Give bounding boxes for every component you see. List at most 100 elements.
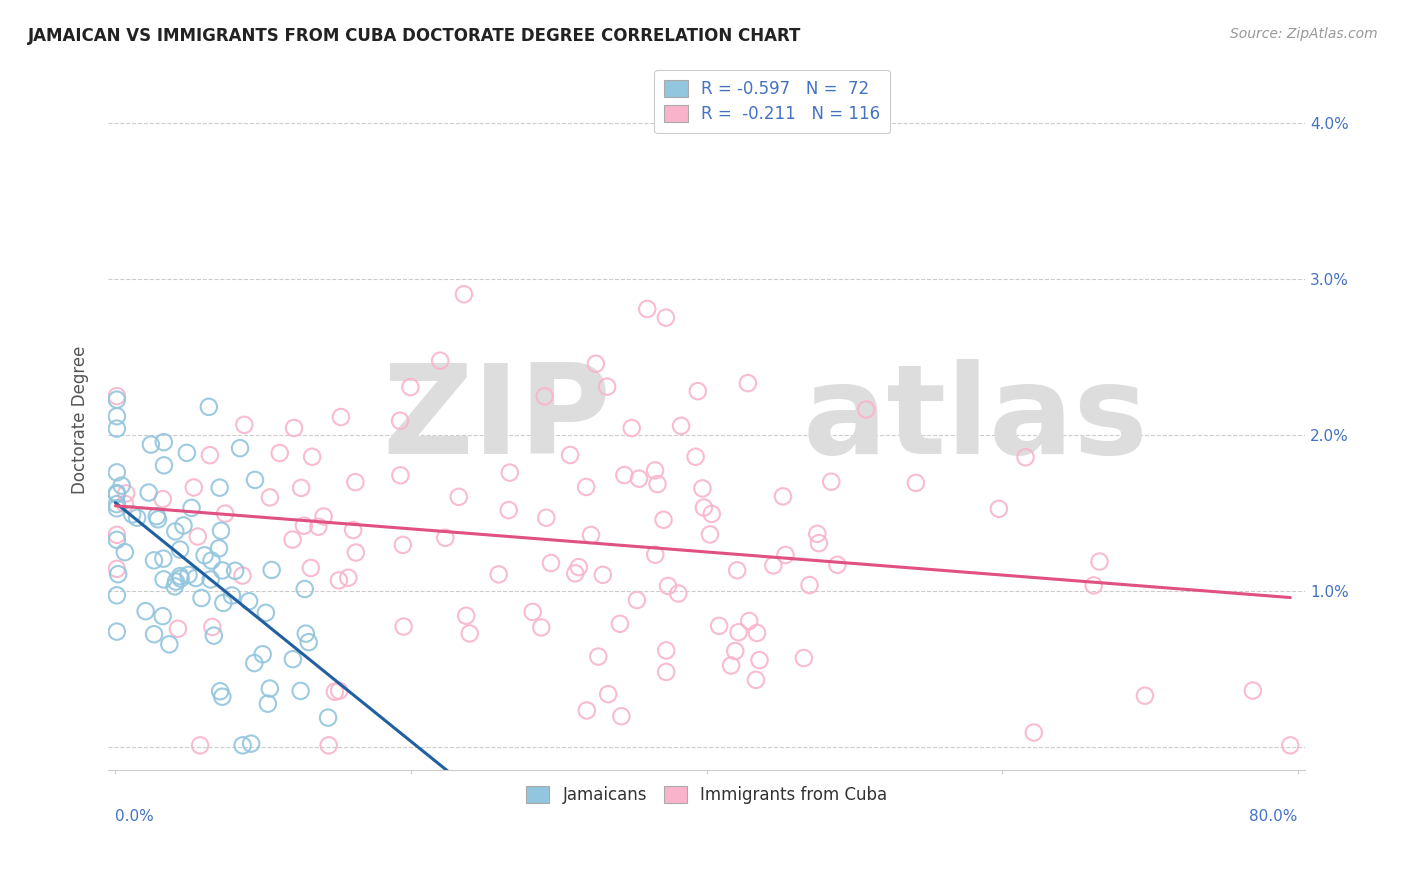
Point: [392, 619, 415, 633]
Point: [114, 545, 136, 559]
Point: [655, 310, 678, 325]
Point: [499, 466, 522, 480]
Point: [666, 586, 689, 600]
Point: [105, 409, 128, 424]
Point: [105, 392, 128, 407]
Point: [105, 497, 128, 511]
Point: [115, 486, 138, 500]
Point: [745, 626, 768, 640]
Point: [807, 536, 830, 550]
Point: [269, 446, 291, 460]
Point: [987, 501, 1010, 516]
Point: [184, 571, 207, 585]
Point: [152, 492, 174, 507]
Text: atlas: atlas: [803, 359, 1149, 480]
Text: 0.0%: 0.0%: [115, 809, 155, 824]
Legend: Jamaicans, Immigrants from Cuba: Jamaicans, Immigrants from Cuba: [519, 780, 894, 811]
Point: [585, 357, 607, 371]
Point: [904, 475, 927, 490]
Text: Source: ZipAtlas.com: Source: ZipAtlas.com: [1230, 27, 1378, 41]
Point: [707, 619, 730, 633]
Point: [522, 605, 544, 619]
Point: [389, 468, 412, 483]
Point: [627, 472, 650, 486]
Point: [105, 501, 128, 516]
Point: [720, 658, 742, 673]
Point: [121, 508, 143, 522]
Point: [827, 558, 849, 572]
Point: [575, 480, 598, 494]
Point: [212, 596, 235, 610]
Point: [588, 649, 610, 664]
Point: [609, 616, 631, 631]
Point: [299, 561, 322, 575]
Point: [692, 482, 714, 496]
Point: [209, 524, 232, 538]
Point: [1133, 689, 1156, 703]
Point: [281, 533, 304, 547]
Point: [290, 684, 312, 698]
Point: [152, 551, 174, 566]
Point: [257, 697, 280, 711]
Point: [1279, 739, 1302, 753]
Point: [105, 588, 128, 602]
Point: [1241, 683, 1264, 698]
Point: [211, 690, 233, 704]
Point: [238, 594, 260, 608]
Point: [498, 503, 520, 517]
Point: [177, 568, 200, 582]
Point: [143, 627, 166, 641]
Point: [389, 414, 412, 428]
Point: [298, 635, 321, 649]
Point: [202, 629, 225, 643]
Point: [105, 389, 128, 403]
Point: [693, 500, 716, 515]
Point: [536, 510, 558, 524]
Point: [259, 681, 281, 696]
Point: [240, 737, 263, 751]
Point: [135, 604, 157, 618]
Point: [243, 473, 266, 487]
Point: [312, 509, 335, 524]
Point: [176, 446, 198, 460]
Point: [152, 573, 174, 587]
Point: [105, 466, 128, 480]
Point: [434, 531, 457, 545]
Point: [700, 507, 723, 521]
Point: [647, 477, 669, 491]
Point: [152, 435, 174, 450]
Point: [167, 622, 190, 636]
Point: [613, 468, 636, 483]
Point: [806, 526, 828, 541]
Point: [208, 481, 231, 495]
Text: ZIP: ZIP: [382, 359, 610, 480]
Point: [290, 481, 312, 495]
Point: [344, 545, 367, 559]
Point: [105, 624, 128, 639]
Point: [855, 402, 877, 417]
Point: [318, 739, 340, 753]
Point: [745, 673, 768, 687]
Point: [727, 625, 749, 640]
Point: [294, 582, 316, 596]
Point: [344, 475, 367, 490]
Point: [105, 533, 128, 547]
Point: [772, 489, 794, 503]
Point: [283, 421, 305, 435]
Point: [292, 518, 315, 533]
Point: [342, 523, 364, 537]
Point: [820, 475, 842, 489]
Point: [254, 606, 277, 620]
Point: [399, 380, 422, 394]
Point: [232, 739, 254, 753]
Point: [183, 480, 205, 494]
Point: [165, 574, 187, 589]
Point: [211, 564, 233, 578]
Point: [685, 450, 707, 464]
Point: [229, 441, 252, 455]
Point: [105, 421, 128, 435]
Point: [114, 497, 136, 511]
Point: [652, 513, 675, 527]
Point: [301, 450, 323, 464]
Point: [193, 549, 215, 563]
